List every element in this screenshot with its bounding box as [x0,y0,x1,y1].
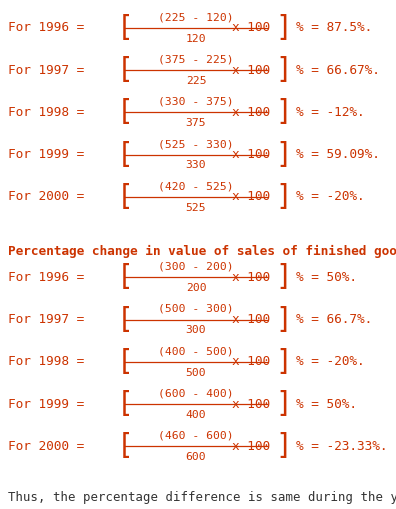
Text: (375 - 225): (375 - 225) [158,54,234,65]
Text: 500: 500 [186,367,206,378]
Text: [: [ [117,183,133,211]
Text: [: [ [117,263,133,292]
Text: [: [ [117,56,133,84]
Text: % = 87.5%.: % = 87.5%. [296,21,373,35]
Text: 225: 225 [186,76,206,86]
Text: 200: 200 [186,283,206,293]
Text: [: [ [117,14,133,42]
Text: [: [ [117,140,133,169]
Text: % = 50%.: % = 50%. [296,271,357,284]
Text: x 100: x 100 [232,190,270,204]
Text: x 100: x 100 [232,440,270,453]
Text: ]: ] [275,432,292,461]
Text: ]: ] [275,390,292,418]
Text: x 100: x 100 [232,313,270,326]
Text: % = 66.7%.: % = 66.7%. [296,313,373,326]
Text: (420 - 525): (420 - 525) [158,181,234,191]
Text: 300: 300 [186,325,206,335]
Text: 375: 375 [186,118,206,128]
Text: ]: ] [275,263,292,292]
Text: % = 66.67%.: % = 66.67%. [296,64,380,77]
Text: x 100: x 100 [232,148,270,161]
Text: % = -12%.: % = -12%. [296,106,365,119]
Text: x 100: x 100 [232,398,270,411]
Text: (400 - 500): (400 - 500) [158,346,234,356]
Text: 400: 400 [186,410,206,420]
Text: For 1997 =: For 1997 = [8,64,92,77]
Text: ]: ] [275,56,292,84]
Text: For 1996 =: For 1996 = [8,21,92,35]
Text: [: [ [117,98,133,127]
Text: x 100: x 100 [232,21,270,35]
Text: For 1999 =: For 1999 = [8,148,92,161]
Text: (500 - 300): (500 - 300) [158,304,234,314]
Text: [: [ [117,348,133,376]
Text: For 1997 =: For 1997 = [8,313,92,326]
Text: % = 50%.: % = 50%. [296,398,357,411]
Text: 330: 330 [186,160,206,171]
Text: [: [ [117,305,133,334]
Text: ]: ] [275,14,292,42]
Text: For 1999 =: For 1999 = [8,398,92,411]
Text: 600: 600 [186,452,206,462]
Text: ]: ] [275,305,292,334]
Text: (460 - 600): (460 - 600) [158,431,234,441]
Text: ]: ] [275,140,292,169]
Text: 120: 120 [186,34,206,44]
Text: For 2000 =: For 2000 = [8,440,92,453]
Text: x 100: x 100 [232,355,270,369]
Text: [: [ [117,432,133,461]
Text: % = -23.33%.: % = -23.33%. [296,440,388,453]
Text: x 100: x 100 [232,64,270,77]
Text: (300 - 200): (300 - 200) [158,262,234,272]
Text: ]: ] [275,183,292,211]
Text: % = 59.09%.: % = 59.09%. [296,148,380,161]
Text: (330 - 375): (330 - 375) [158,97,234,107]
Text: [: [ [117,390,133,418]
Text: ]: ] [275,98,292,127]
Text: % = -20%.: % = -20%. [296,355,365,369]
Text: % = -20%.: % = -20%. [296,190,365,204]
Text: (225 - 120): (225 - 120) [158,12,234,22]
Text: (525 - 330): (525 - 330) [158,139,234,149]
Text: For 1996 =: For 1996 = [8,271,92,284]
Text: x 100: x 100 [232,106,270,119]
Text: Thus, the percentage difference is same during the year 1997.: Thus, the percentage difference is same … [8,491,396,504]
Text: For 1998 =: For 1998 = [8,355,92,369]
Text: Percentage change in value of sales of finished goods:: Percentage change in value of sales of f… [8,245,396,259]
Text: ]: ] [275,348,292,376]
Text: (600 - 400): (600 - 400) [158,388,234,399]
Text: x 100: x 100 [232,271,270,284]
Text: For 2000 =: For 2000 = [8,190,92,204]
Text: For 1998 =: For 1998 = [8,106,92,119]
Text: 525: 525 [186,203,206,213]
